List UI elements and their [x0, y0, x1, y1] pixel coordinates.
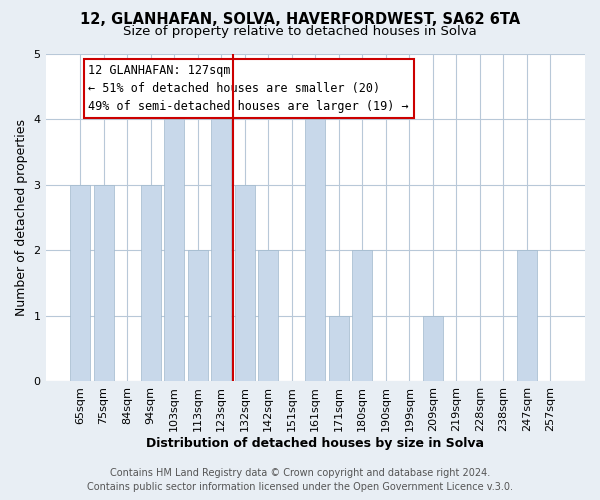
Bar: [94, 185, 113, 382]
Bar: [235, 185, 255, 382]
Bar: [352, 250, 373, 382]
Bar: [305, 120, 325, 382]
Bar: [517, 250, 537, 382]
Text: Size of property relative to detached houses in Solva: Size of property relative to detached ho…: [123, 25, 477, 38]
Text: 12 GLANHAFAN: 127sqm
← 51% of detached houses are smaller (20)
49% of semi-detac: 12 GLANHAFAN: 127sqm ← 51% of detached h…: [88, 64, 409, 113]
Text: 12, GLANHAFAN, SOLVA, HAVERFORDWEST, SA62 6TA: 12, GLANHAFAN, SOLVA, HAVERFORDWEST, SA6…: [80, 12, 520, 28]
Bar: [70, 185, 90, 382]
Bar: [188, 250, 208, 382]
Bar: [211, 120, 231, 382]
X-axis label: Distribution of detached houses by size in Solva: Distribution of detached houses by size …: [146, 437, 484, 450]
Bar: [329, 316, 349, 382]
Bar: [164, 120, 184, 382]
Bar: [258, 250, 278, 382]
Y-axis label: Number of detached properties: Number of detached properties: [15, 119, 28, 316]
Bar: [423, 316, 443, 382]
Text: Contains HM Land Registry data © Crown copyright and database right 2024.
Contai: Contains HM Land Registry data © Crown c…: [87, 468, 513, 492]
Bar: [140, 185, 161, 382]
